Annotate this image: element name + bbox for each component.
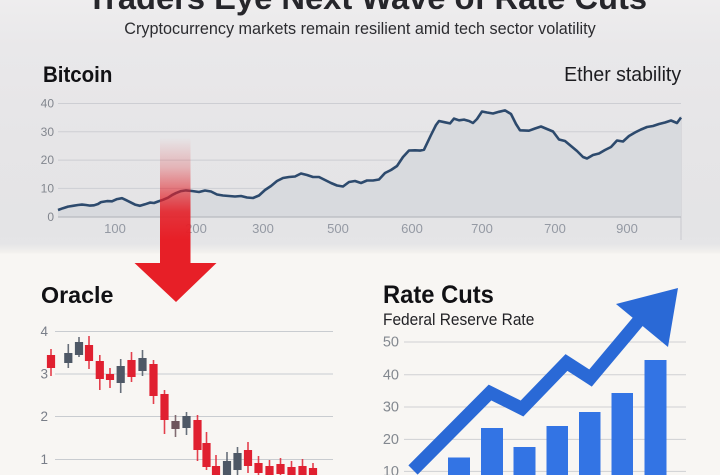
svg-text:40: 40 xyxy=(41,97,55,111)
svg-text:10: 10 xyxy=(41,181,55,195)
svg-text:20: 20 xyxy=(41,153,55,167)
svg-text:0: 0 xyxy=(47,210,54,224)
svg-text:50: 50 xyxy=(383,335,399,351)
svg-text:4: 4 xyxy=(40,324,48,339)
svg-text:100: 100 xyxy=(104,221,126,236)
svg-text:30: 30 xyxy=(383,400,399,416)
svg-text:30: 30 xyxy=(41,125,55,139)
svg-text:10: 10 xyxy=(383,464,399,475)
svg-text:900: 900 xyxy=(616,221,638,236)
svg-text:1: 1 xyxy=(40,452,48,467)
svg-text:700: 700 xyxy=(471,221,493,236)
svg-text:2: 2 xyxy=(40,409,48,424)
svg-text:3: 3 xyxy=(40,367,48,382)
svg-text:600: 600 xyxy=(401,221,423,236)
svg-text:20: 20 xyxy=(383,432,399,448)
svg-text:500: 500 xyxy=(327,221,349,236)
svg-text:700: 700 xyxy=(544,221,566,236)
svg-text:200: 200 xyxy=(185,221,207,236)
svg-text:40: 40 xyxy=(383,367,399,383)
svg-text:300: 300 xyxy=(252,221,274,236)
